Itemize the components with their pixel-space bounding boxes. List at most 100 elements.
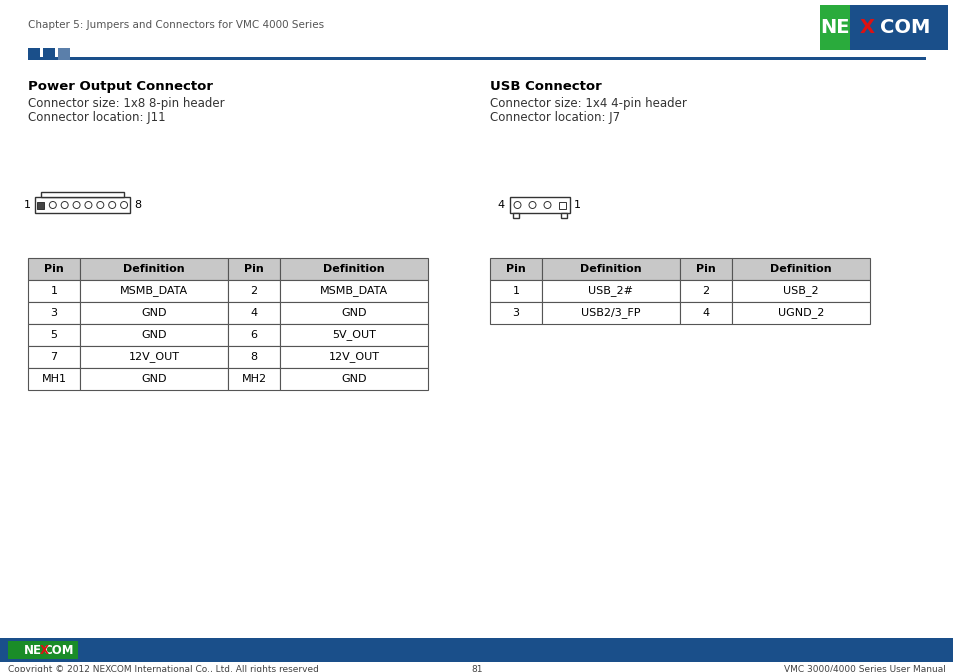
Circle shape <box>514 202 520 208</box>
Circle shape <box>96 202 104 208</box>
Text: Connector size: 1x4 4-pin header: Connector size: 1x4 4-pin header <box>490 97 686 110</box>
Text: GND: GND <box>341 308 366 318</box>
Bar <box>490 280 541 302</box>
Text: 1: 1 <box>24 200 30 210</box>
Text: Pin: Pin <box>696 264 715 274</box>
Bar <box>731 302 869 324</box>
Text: Copyright © 2012 NEXCOM International Co., Ltd. All rights reserved: Copyright © 2012 NEXCOM International Co… <box>8 665 318 672</box>
Text: Definition: Definition <box>769 264 831 274</box>
Bar <box>280 280 428 302</box>
Text: 6: 6 <box>251 330 257 340</box>
Circle shape <box>543 202 551 208</box>
Text: 8: 8 <box>133 200 141 210</box>
Bar <box>731 258 869 280</box>
Text: USB_2#: USB_2# <box>588 286 633 296</box>
Text: 7: 7 <box>51 352 57 362</box>
Bar <box>43 48 55 60</box>
Text: 3: 3 <box>512 308 519 318</box>
Text: Definition: Definition <box>579 264 641 274</box>
Bar <box>41 192 124 197</box>
Bar <box>280 346 428 368</box>
Text: COM: COM <box>879 18 929 37</box>
Text: Chapter 5: Jumpers and Connectors for VMC 4000 Series: Chapter 5: Jumpers and Connectors for VM… <box>28 20 324 30</box>
Text: MSMB_DATA: MSMB_DATA <box>319 286 388 296</box>
Text: MSMB_DATA: MSMB_DATA <box>120 286 188 296</box>
Text: 81: 81 <box>471 665 482 672</box>
Bar <box>0 638 953 662</box>
Bar <box>679 302 731 324</box>
Text: USB Connector: USB Connector <box>490 80 601 93</box>
Text: 5V_OUT: 5V_OUT <box>332 329 375 341</box>
Bar <box>28 302 80 324</box>
Bar <box>490 258 541 280</box>
Bar <box>8 641 78 659</box>
Text: 5: 5 <box>51 330 57 340</box>
Bar <box>80 368 228 390</box>
Text: 12V_OUT: 12V_OUT <box>129 351 179 362</box>
Text: Pin: Pin <box>44 264 64 274</box>
Bar <box>228 346 280 368</box>
Bar <box>35 197 130 213</box>
Text: Definition: Definition <box>123 264 185 274</box>
Text: UGND_2: UGND_2 <box>777 308 823 319</box>
Bar <box>541 302 679 324</box>
Text: 2: 2 <box>251 286 257 296</box>
Text: 8: 8 <box>251 352 257 362</box>
Text: NE: NE <box>820 18 849 37</box>
Bar <box>280 324 428 346</box>
Text: X: X <box>40 644 49 657</box>
Bar <box>679 280 731 302</box>
Text: GND: GND <box>341 374 366 384</box>
Circle shape <box>109 202 115 208</box>
Text: X: X <box>859 18 874 37</box>
Bar <box>280 368 428 390</box>
Bar <box>820 5 849 50</box>
Circle shape <box>61 202 68 208</box>
Bar <box>80 280 228 302</box>
Bar <box>28 48 40 60</box>
Text: VMC 3000/4000 Series User Manual: VMC 3000/4000 Series User Manual <box>783 665 945 672</box>
Bar <box>490 302 541 324</box>
Text: 4: 4 <box>497 200 504 210</box>
Text: 1: 1 <box>51 286 57 296</box>
Bar <box>28 258 80 280</box>
Bar <box>37 202 45 208</box>
Bar <box>228 258 280 280</box>
Text: Definition: Definition <box>323 264 384 274</box>
Bar <box>228 280 280 302</box>
Bar <box>558 202 565 208</box>
Bar <box>541 280 679 302</box>
Text: MH1: MH1 <box>42 374 67 384</box>
Text: USB_2: USB_2 <box>782 286 818 296</box>
Text: 3: 3 <box>51 308 57 318</box>
Bar <box>541 258 679 280</box>
Bar <box>228 302 280 324</box>
Bar <box>679 258 731 280</box>
Text: Connector location: J11: Connector location: J11 <box>28 111 166 124</box>
Text: COM: COM <box>43 644 73 657</box>
Circle shape <box>50 202 56 208</box>
Text: 4: 4 <box>251 308 257 318</box>
Bar <box>28 280 80 302</box>
Text: 1: 1 <box>574 200 580 210</box>
Bar <box>731 280 869 302</box>
Circle shape <box>73 202 80 208</box>
Bar <box>28 346 80 368</box>
Text: 1: 1 <box>512 286 519 296</box>
Text: USB2/3_FP: USB2/3_FP <box>580 308 640 319</box>
Bar <box>280 258 428 280</box>
Bar <box>510 197 569 213</box>
Bar <box>280 302 428 324</box>
Text: NE: NE <box>24 644 42 657</box>
Text: 4: 4 <box>701 308 709 318</box>
Bar <box>80 346 228 368</box>
Bar <box>28 57 925 60</box>
Bar <box>820 5 947 50</box>
Text: Power Output Connector: Power Output Connector <box>28 80 213 93</box>
Circle shape <box>85 202 91 208</box>
Circle shape <box>120 202 128 208</box>
Bar <box>58 48 70 60</box>
Bar <box>80 324 228 346</box>
Text: MH2: MH2 <box>241 374 266 384</box>
Text: GND: GND <box>141 308 167 318</box>
